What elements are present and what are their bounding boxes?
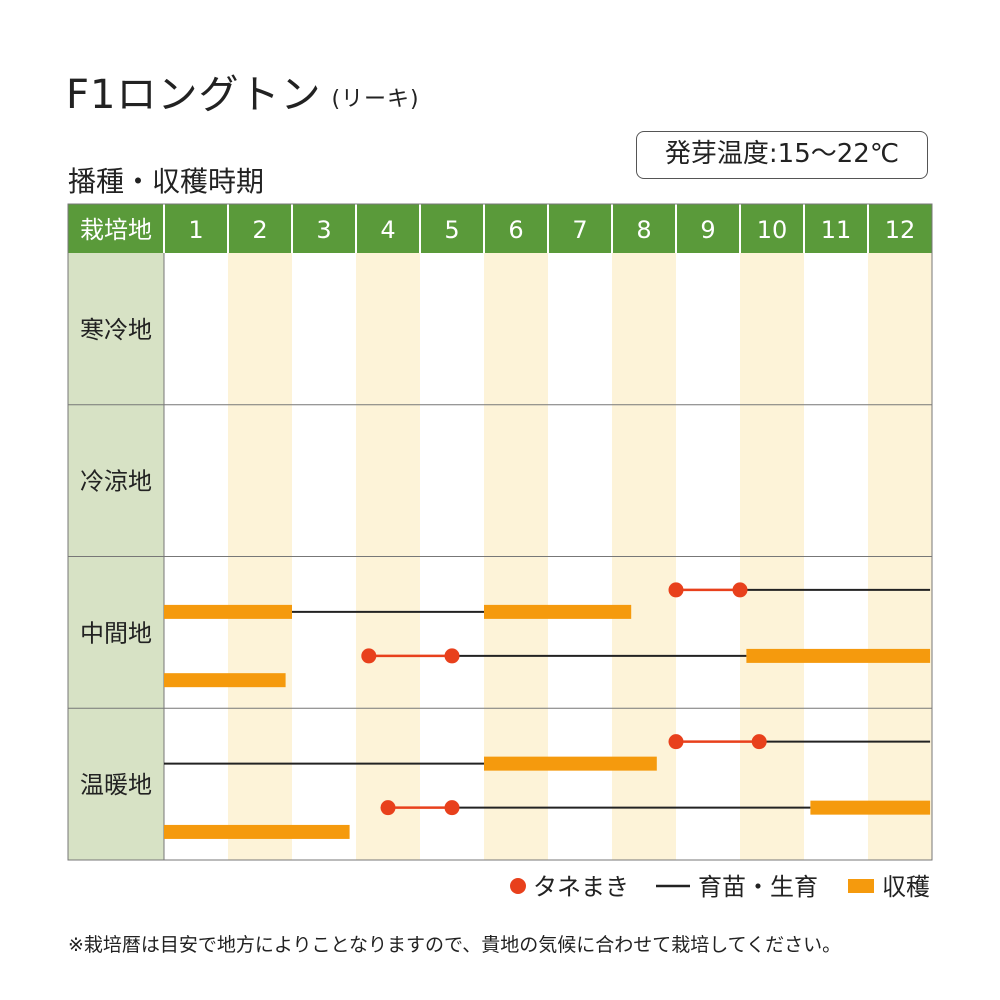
sowing-dot — [668, 582, 684, 598]
sowing-dot — [751, 734, 767, 750]
month-label: 4 — [380, 216, 395, 244]
region-label: 温暖地 — [80, 771, 152, 799]
sowing-dot — [444, 648, 460, 664]
legend-harvest-label: 収穫 — [882, 873, 930, 901]
sowing-dot — [380, 800, 396, 816]
month-label: 3 — [316, 216, 331, 244]
harvest-bar — [164, 824, 350, 839]
page-title: F1ロングトン (リーキ) — [66, 62, 420, 120]
sowing-dot — [668, 734, 684, 750]
month-label: 12 — [885, 216, 916, 244]
sowing-dot — [361, 648, 377, 664]
harvest-bar — [810, 800, 931, 815]
month-label: 6 — [508, 216, 523, 244]
legend-harvest-swatch — [848, 879, 874, 893]
month-label: 11 — [821, 216, 852, 244]
region-label: 寒冷地 — [80, 316, 152, 344]
title-main: F1ロングトン — [66, 72, 322, 118]
region-label: 冷涼地 — [80, 468, 152, 496]
harvest-bar — [164, 673, 286, 688]
germination-temp-badge: 発芽温度:15〜22℃ — [636, 131, 928, 179]
sowing-dot — [732, 582, 748, 598]
footnote: ※栽培暦は目安で地方によりことなりますので、貴地の気候に合わせて栽培してください… — [68, 934, 842, 956]
harvest-bar — [484, 604, 632, 619]
month-label: 8 — [636, 216, 651, 244]
month-label: 10 — [757, 216, 788, 244]
month-label: 7 — [572, 216, 587, 244]
month-label: 9 — [700, 216, 715, 244]
chart-border — [67, 203, 933, 861]
schedule-chart: 栽培地 1 2 3 4 5 6 7 8 9 10 11 12寒冷地冷涼地中間地温暖地タネまき 育苗・生育収… — [67, 203, 933, 901]
section-title: 播種・収穫時期 — [68, 165, 265, 198]
sowing-dot — [444, 800, 460, 816]
month-label: 2 — [252, 216, 267, 244]
harvest-bar — [164, 604, 292, 619]
month-label: 5 — [444, 216, 459, 244]
header-row — [68, 204, 932, 253]
month-label: 1 — [188, 216, 203, 244]
region-label: 中間地 — [80, 619, 152, 647]
title-subtitle: (リーキ) — [331, 87, 420, 112]
legend-growing-label: 育苗・生育 — [698, 873, 818, 901]
legend-sowing-dot — [510, 878, 526, 894]
harvest-bar — [746, 648, 931, 663]
header-label: 栽培地 — [80, 216, 152, 244]
harvest-bar — [484, 756, 657, 771]
legend-sowing-label: タネまき — [533, 873, 629, 901]
